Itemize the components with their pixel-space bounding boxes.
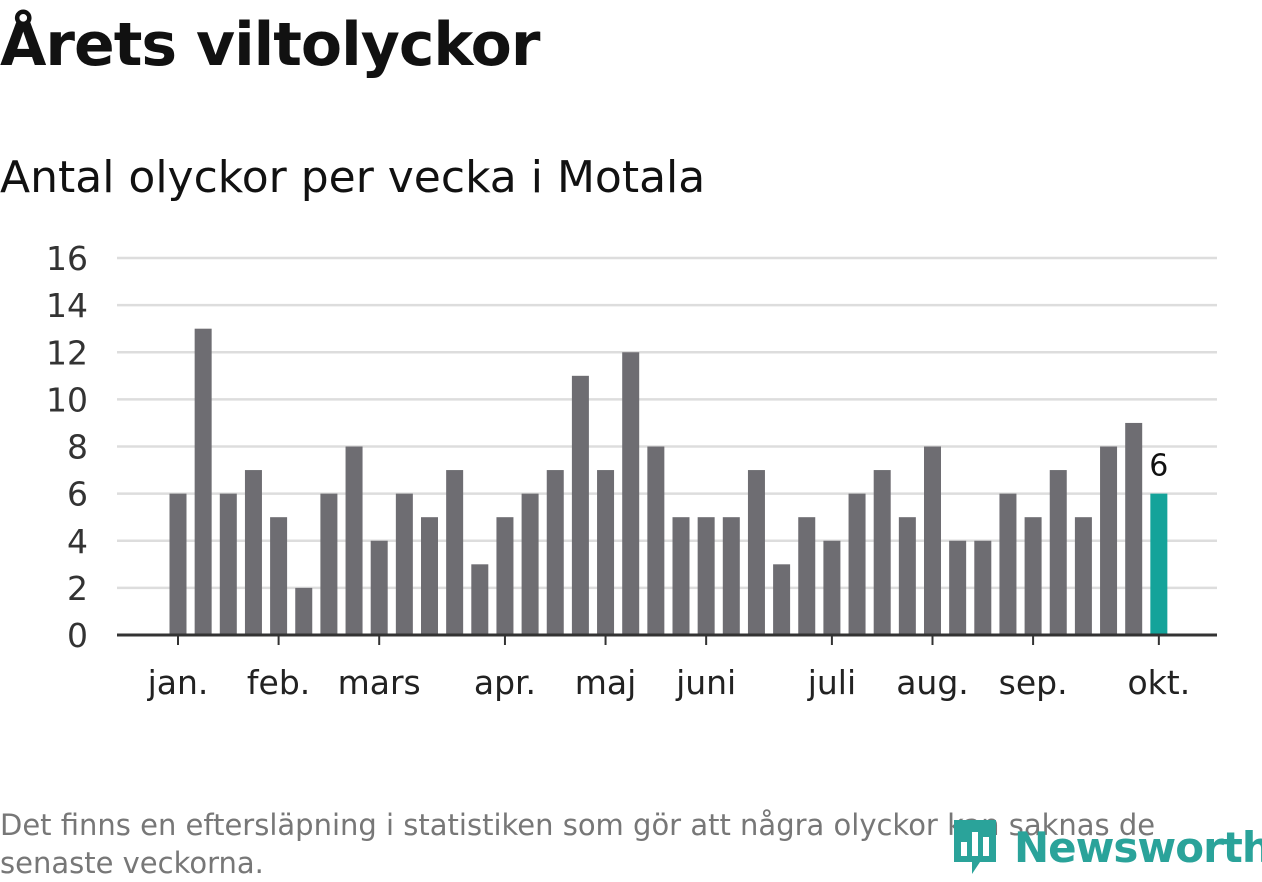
bar	[1100, 446, 1118, 635]
bar	[421, 517, 438, 635]
newsworthy-logo-icon	[954, 820, 996, 874]
bar	[773, 564, 791, 635]
x-tick-label: juli	[807, 663, 856, 702]
y-tick-label: 4	[67, 522, 88, 561]
data-label: 6	[1149, 449, 1168, 484]
bar	[244, 470, 262, 635]
bar	[270, 517, 288, 635]
y-tick-label: 0	[67, 616, 88, 655]
bar	[974, 540, 992, 635]
bar	[873, 470, 891, 635]
x-tick-label: maj	[575, 663, 637, 702]
bar	[597, 470, 615, 635]
bar-chart: 0 2 4 6 8 10 12 14 16 6 jan. feb. mars apr. maj juni jul…	[46, 239, 1217, 702]
y-tick-label: 16	[46, 239, 88, 278]
x-tick-label: feb.	[247, 663, 310, 702]
bar-highlight	[1150, 493, 1168, 635]
bar	[471, 564, 489, 635]
chart-subtitle: Antal olyckor per vecka i Motala	[0, 152, 706, 203]
bar	[219, 493, 237, 635]
chart-title: Årets viltolyckor	[0, 10, 540, 80]
y-tick-label: 14	[46, 286, 88, 325]
bar	[1049, 470, 1067, 635]
x-tick-label: jan.	[147, 663, 209, 702]
bar	[370, 540, 388, 635]
bar	[622, 352, 640, 635]
bar	[848, 493, 866, 635]
bar	[747, 470, 765, 635]
bar	[823, 540, 841, 635]
bar	[999, 493, 1017, 635]
x-tick-label: juni	[675, 663, 736, 702]
x-tick-label: sep.	[999, 663, 1068, 702]
bar	[672, 517, 690, 635]
bar	[546, 470, 564, 635]
bar	[169, 493, 187, 635]
y-tick-label: 10	[46, 380, 88, 419]
y-tick-label: 8	[67, 428, 88, 467]
brand-logo: Newsworthy	[950, 816, 1262, 878]
y-tick-label: 2	[67, 569, 88, 608]
y-tick-label: 12	[46, 333, 88, 372]
bar	[194, 328, 212, 635]
y-tick-label: 6	[67, 475, 88, 514]
bar	[697, 517, 715, 635]
bar	[295, 587, 313, 635]
x-tick-label: okt.	[1127, 663, 1190, 702]
bar	[395, 493, 413, 635]
bar	[949, 540, 967, 635]
x-tick-label: aug.	[896, 663, 969, 702]
bar	[345, 446, 363, 635]
bar	[446, 470, 464, 635]
bar	[496, 517, 514, 635]
bar	[722, 517, 740, 635]
bar	[571, 375, 589, 635]
x-tick-label: apr.	[474, 663, 536, 702]
bar	[1024, 517, 1042, 635]
x-tick-label: mars	[338, 663, 421, 702]
bar	[898, 517, 916, 635]
brand-name: Newsworthy	[1014, 822, 1262, 872]
bar	[647, 446, 665, 635]
bar	[320, 493, 338, 635]
bar	[924, 446, 941, 635]
bar	[798, 517, 816, 635]
bar	[521, 493, 539, 635]
bar	[1074, 517, 1092, 635]
bar	[1125, 422, 1143, 635]
